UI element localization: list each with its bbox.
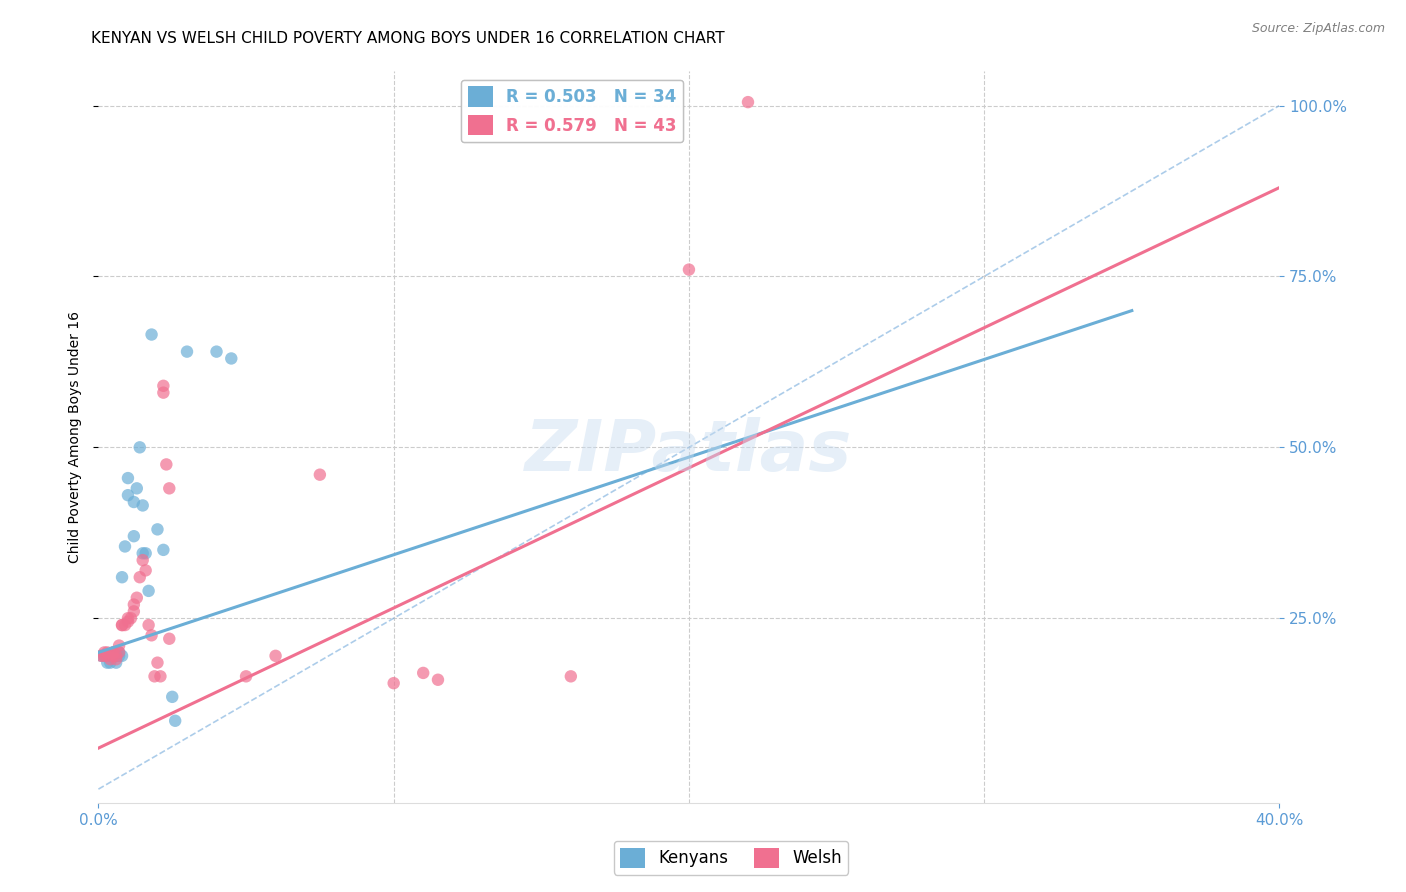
Point (111, 570, 134, 584)
Point (141, 628, 163, 642)
Point (96, 645, 118, 659)
Point (108, 645, 131, 659)
Text: KENYAN VS WELSH CHILD POVERTY AMONG BOYS UNDER 16 CORRELATION CHART: KENYAN VS WELSH CHILD POVERTY AMONG BOYS… (91, 31, 725, 46)
Point (125, 591, 148, 605)
Point (122, 598, 145, 612)
Point (135, 546, 157, 560)
Point (111, 648, 134, 663)
Point (427, 673, 450, 687)
Point (155, 458, 177, 472)
Point (103, 648, 125, 663)
Point (93, 645, 115, 659)
Point (235, 669, 257, 683)
Point (105, 648, 128, 663)
Point (128, 570, 150, 584)
Point (141, 327, 163, 342)
Text: Source: ZipAtlas.com: Source: ZipAtlas.com (1251, 22, 1385, 36)
Point (108, 648, 131, 663)
Point (90, 648, 112, 663)
Point (111, 618, 134, 632)
Point (152, 385, 174, 400)
Point (103, 645, 125, 659)
Point (560, 669, 582, 683)
Point (114, 618, 136, 632)
Point (152, 542, 174, 557)
Point (90, 648, 112, 663)
Point (176, 344, 198, 359)
Text: ZIPatlas: ZIPatlas (526, 417, 852, 486)
Point (125, 481, 148, 495)
Point (309, 467, 332, 482)
Point (117, 611, 139, 625)
Point (117, 615, 139, 629)
Point (122, 604, 145, 618)
Point (105, 648, 128, 663)
Point (143, 669, 166, 683)
Point (146, 522, 169, 536)
Point (132, 546, 155, 560)
Point (117, 471, 139, 485)
Point (105, 652, 128, 666)
Point (117, 488, 139, 502)
Point (93, 648, 115, 663)
Point (165, 714, 187, 728)
Point (221, 351, 243, 366)
Point (114, 540, 136, 554)
Y-axis label: Child Poverty Among Boys Under 16: Child Poverty Among Boys Under 16 (69, 311, 83, 563)
Point (103, 645, 125, 659)
Point (205, 344, 228, 359)
Point (98, 648, 121, 663)
Point (98, 652, 121, 666)
Point (120, 611, 142, 625)
Point (96, 648, 118, 663)
Point (98, 656, 121, 670)
Point (111, 618, 134, 632)
Point (157, 632, 180, 646)
Legend: Kenyans, Welsh: Kenyans, Welsh (614, 841, 848, 875)
Point (105, 656, 128, 670)
Point (122, 495, 145, 509)
Point (162, 690, 183, 704)
Point (108, 639, 131, 653)
Point (108, 645, 131, 659)
Point (412, 665, 434, 680)
Point (146, 656, 169, 670)
Point (96, 656, 118, 670)
Point (138, 583, 160, 598)
Point (93, 648, 115, 663)
Point (138, 618, 160, 632)
Point (96, 648, 118, 663)
Point (105, 648, 128, 663)
Point (128, 440, 150, 454)
Point (122, 529, 145, 543)
Point (382, 676, 405, 690)
Point (157, 481, 180, 495)
Point (264, 648, 287, 663)
Point (103, 648, 125, 663)
Point (135, 563, 157, 577)
Point (737, 95, 759, 109)
Point (132, 553, 155, 567)
Point (149, 669, 172, 683)
Point (152, 379, 174, 393)
Legend: R = 0.503   N = 34, R = 0.579   N = 43: R = 0.503 N = 34, R = 0.579 N = 43 (461, 79, 683, 142)
Point (132, 499, 155, 513)
Point (678, 262, 700, 277)
